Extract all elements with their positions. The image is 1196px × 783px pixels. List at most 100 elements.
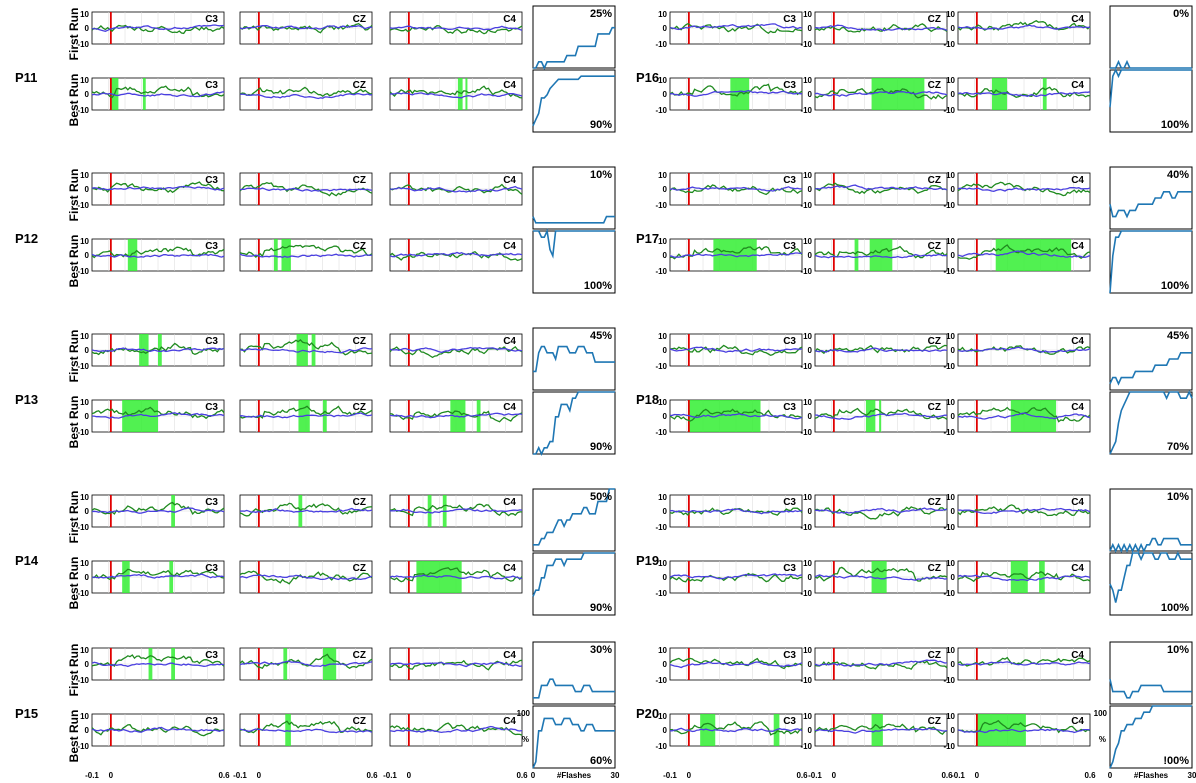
p6-first-CZ-nontarget-trace: [814, 184, 948, 191]
p2-best-C4-channel-label: C4: [503, 402, 516, 413]
p8-best-CZ-ytick-top: 10: [803, 559, 812, 568]
p6-best-CZ-significance-window: [854, 239, 859, 271]
xtick-max-0-0: 0.6: [218, 771, 230, 780]
run-label-best: Best Run: [67, 710, 81, 763]
p8-first-C3-ytick-top: 10: [658, 493, 667, 502]
p5-best-C4-ytick-zero: 0: [951, 90, 956, 99]
p4-first-C3-ytick-top: 10: [80, 646, 89, 655]
p1-first-C3-target-trace: [91, 181, 225, 194]
p0-best-C4-significance-window: [465, 78, 468, 110]
p0-first-CZ-channel-label: CZ: [353, 14, 366, 25]
participant-label-p14: P14: [15, 553, 39, 568]
p8-best-C3-ytick-top: 10: [658, 559, 667, 568]
p0-best-C3-ytick-bottom: -10: [77, 106, 89, 115]
p5-best-C4-channel-label: C4: [1071, 80, 1084, 91]
p6-best-C4-ytick-top: 10: [946, 237, 955, 246]
p5-best-C4-ytick-top: 10: [946, 76, 955, 85]
p1-best-C4-nontarget-trace: [389, 251, 523, 258]
xtick-max-1-0: 0.6: [796, 771, 808, 780]
xtick-min-1-2: -0.1: [951, 771, 965, 780]
p9-best-CZ-nontarget-trace: [814, 727, 948, 734]
run-label-best: Best Run: [67, 74, 81, 127]
p2-best-accuracy-curve: [533, 391, 615, 456]
p1-first-C4-channel-label: C4: [503, 175, 516, 186]
p2-best-CZ-significance-window: [322, 400, 327, 432]
p7-best-C3-nontarget-trace: [669, 413, 803, 420]
p6-first-CZ-ytick-top: 10: [803, 171, 812, 180]
participant-label-p15: P15: [15, 706, 38, 721]
p8-best-C3-target-trace: [669, 572, 803, 583]
p1-best-CZ-significance-window: [273, 239, 278, 271]
p4-first-C4-channel-label: C4: [503, 650, 516, 661]
p1-first-C3-ytick-bottom: -10: [77, 201, 89, 210]
p3-first-C3-ytick-top: 10: [80, 493, 89, 502]
p9-best-C4-ytick-zero: 0: [951, 726, 956, 735]
p5-first-accuracy-frame: [1109, 5, 1193, 69]
xtick-min-1-0: -0.1: [663, 771, 677, 780]
p9-first-CZ-channel-label: CZ: [928, 650, 941, 661]
p0-best-accuracy-value: 90%: [590, 119, 612, 131]
p8-first-C4-ytick-top: 10: [946, 493, 955, 502]
p6-best-C3-ytick-bottom: -10: [655, 267, 667, 276]
p1-best-C3-ytick-zero: 0: [85, 251, 90, 260]
p2-best-accuracy-frame: [532, 391, 616, 455]
p9-first-C4-ytick-top: 10: [946, 646, 955, 655]
p2-first-CZ-channel-label: CZ: [353, 336, 366, 347]
p6-first-CZ-ytick-bottom: -10: [800, 201, 812, 210]
participant-label-p20: P20: [636, 706, 659, 721]
p3-best-C3-nontarget-trace: [91, 573, 225, 579]
p3-best-C3-channel-label: C3: [205, 563, 218, 574]
p9-best-C4-ytick-bottom: -10: [943, 742, 955, 751]
p9-best-C3-nontarget-trace: [670, 727, 803, 733]
p1-first-CZ-channel-label: CZ: [353, 175, 366, 186]
acc-ytick-100-1: 100: [1094, 709, 1108, 718]
p2-first-accuracy-curve: [533, 345, 615, 373]
p2-best-C3-ytick-top: 10: [80, 398, 89, 407]
acc-xlabel-0: #Flashes: [557, 771, 592, 780]
p9-first-C3-ytick-zero: 0: [663, 660, 668, 669]
p8-best-C3-ytick-zero: 0: [663, 573, 668, 582]
p0-first-C3-ytick-bottom: -10: [77, 40, 89, 49]
p6-first-C4-ytick-top: 10: [946, 171, 955, 180]
p8-best-C4-significance-window: [1010, 561, 1028, 593]
p3-first-C4-nontarget-trace: [390, 508, 523, 514]
p9-best-C4-nontarget-trace: [957, 728, 1091, 734]
p2-first-C3-nontarget-trace: [91, 347, 225, 353]
p5-best-CZ-ytick-top: 10: [803, 76, 812, 85]
p2-best-CZ-nontarget-trace: [239, 412, 373, 419]
p4-best-accuracy-value: 60%: [590, 755, 612, 767]
p5-best-C4-nontarget-trace: [957, 91, 1091, 98]
p7-best-accuracy-value: 70%: [1167, 441, 1189, 453]
p6-first-C4-nontarget-trace: [957, 186, 1091, 192]
p3-first-CZ-channel-label: CZ: [353, 497, 366, 508]
p9-best-C3-channel-label: C3: [783, 716, 796, 727]
p9-best-C4-target-trace: [957, 719, 1091, 734]
participant-label-p19: P19: [636, 553, 659, 568]
p3-best-accuracy-frame: [532, 552, 616, 616]
p7-best-CZ-significance-window: [879, 400, 882, 432]
p6-best-accuracy-curve: [1109, 230, 1192, 294]
p4-best-C3-ytick-zero: 0: [85, 726, 90, 735]
p0-best-C3-channel-label: C3: [205, 80, 218, 91]
p5-best-CZ-nontarget-trace: [814, 90, 948, 97]
p5-best-C3-significance-window: [730, 78, 750, 110]
p2-best-CZ-channel-label: CZ: [353, 402, 366, 413]
acc-yunit-0: %: [522, 735, 529, 744]
p4-first-C4-nontarget-trace: [389, 661, 523, 668]
p6-best-CZ-channel-label: CZ: [928, 241, 941, 252]
p5-first-CZ-ytick-zero: 0: [808, 24, 813, 33]
p3-first-CZ-target-trace: [239, 502, 373, 517]
p4-first-accuracy-value: 30%: [590, 644, 612, 656]
p6-first-C3-ytick-bottom: -10: [655, 201, 667, 210]
p7-best-C4-ytick-top: 10: [946, 398, 955, 407]
p0-first-C3-ytick-top: 10: [80, 10, 89, 19]
p3-best-CZ-nontarget-trace: [239, 574, 373, 581]
p5-first-C3-nontarget-trace: [669, 23, 803, 31]
p6-first-C4-ytick-bottom: -10: [943, 201, 955, 210]
p0-best-C4-nontarget-trace: [389, 92, 523, 99]
p3-best-CZ-channel-label: CZ: [353, 563, 366, 574]
p7-best-accuracy-frame: [1109, 391, 1193, 455]
p8-first-C4-ytick-bottom: -10: [943, 523, 955, 532]
p6-best-C4-nontarget-trace: [957, 250, 1091, 258]
